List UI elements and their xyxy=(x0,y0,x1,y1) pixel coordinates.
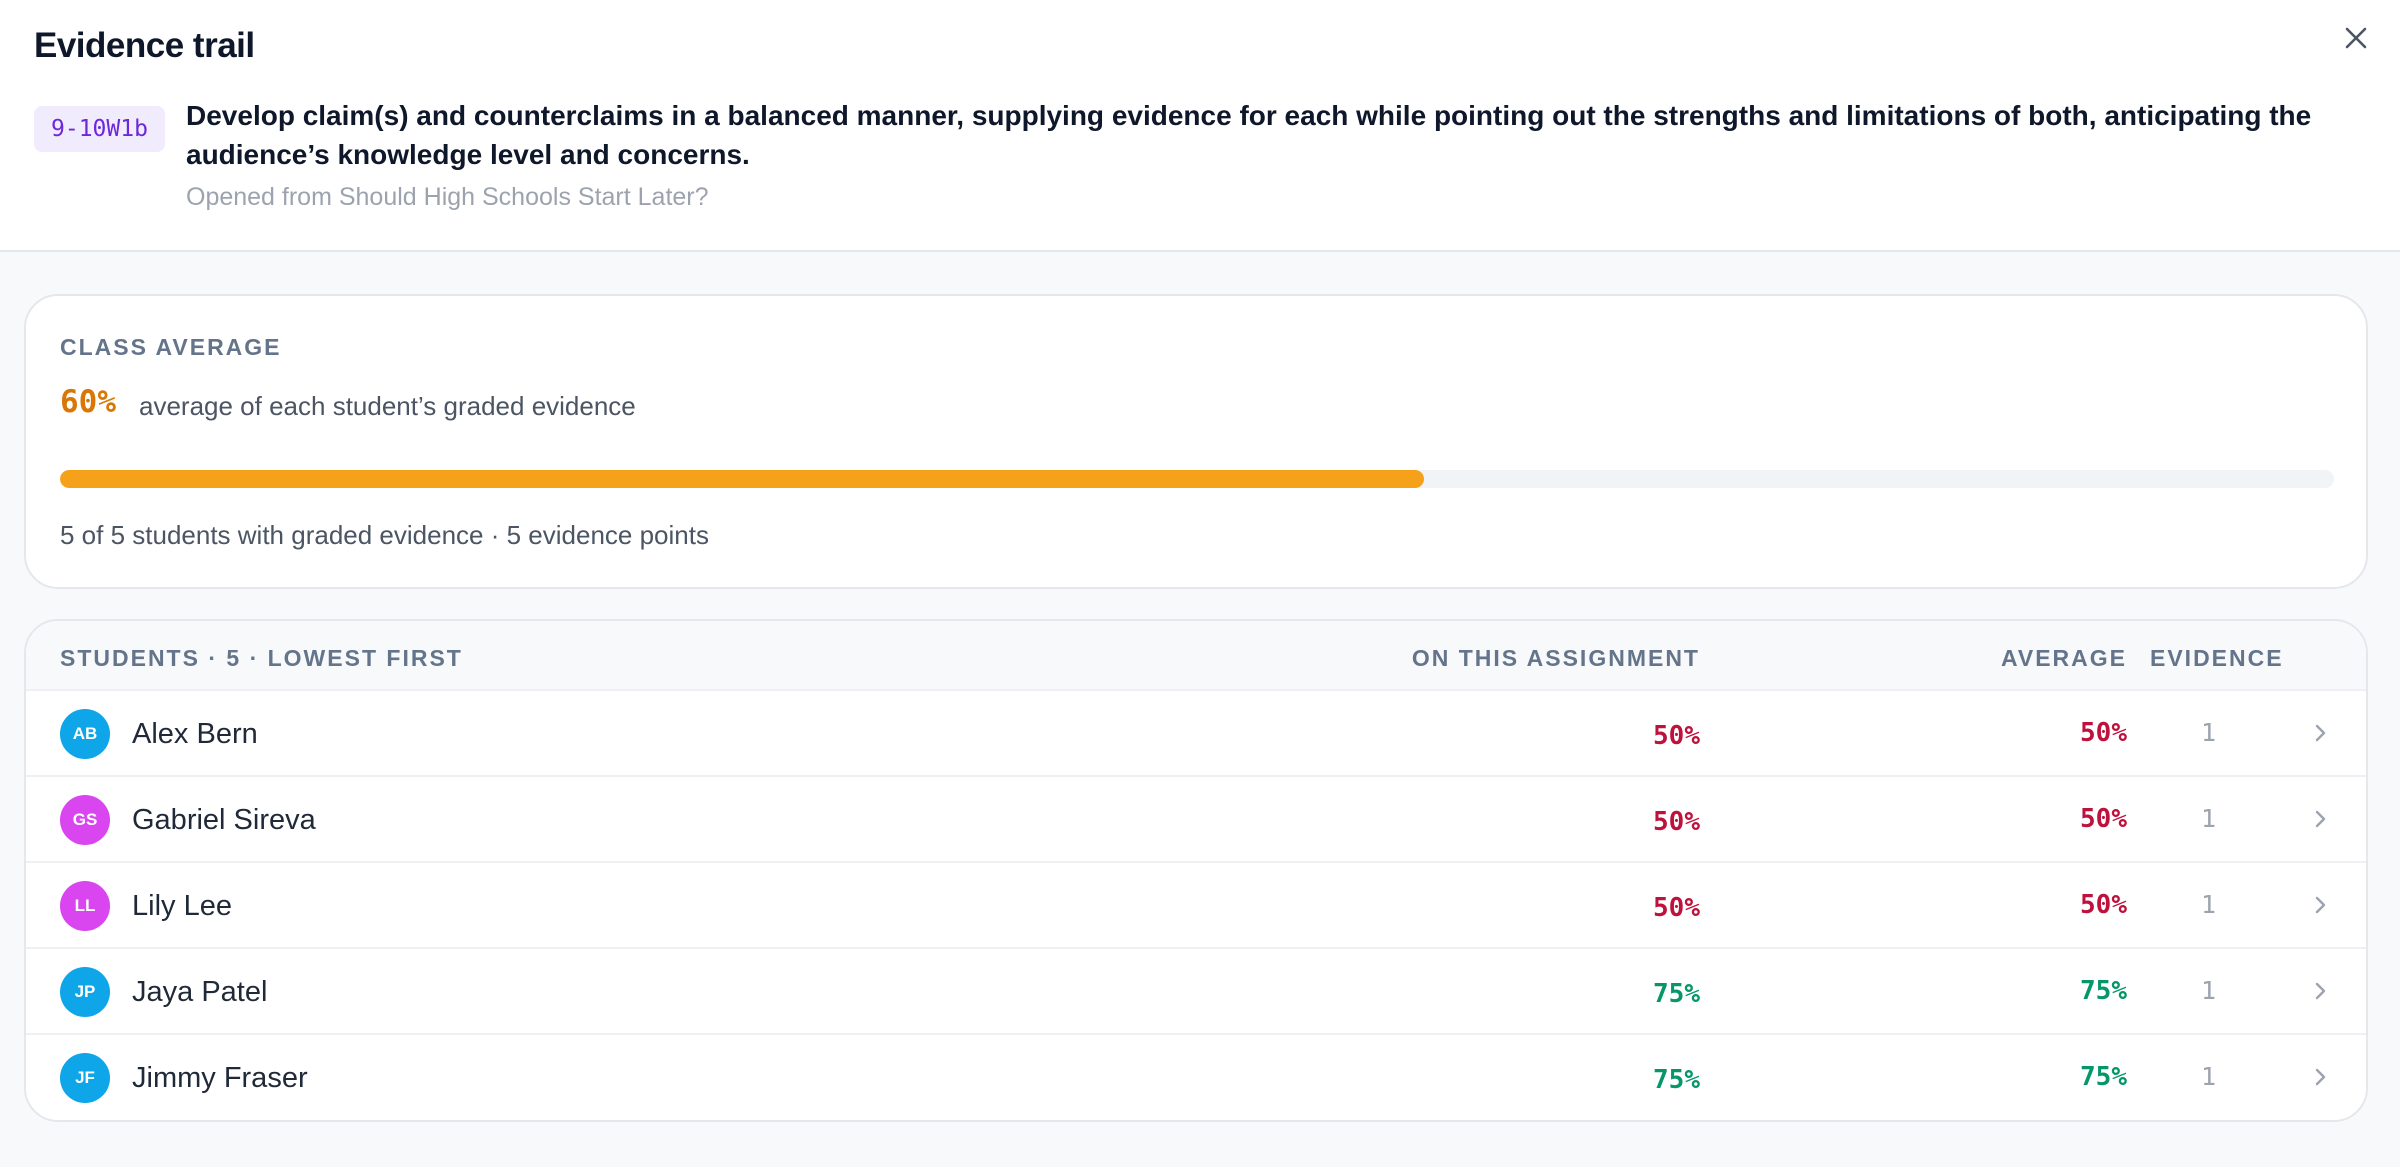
class-average-progress-fill xyxy=(60,470,1425,488)
modal-header: Evidence trail 9-10W1b Develop claim(s) … xyxy=(0,0,2400,252)
class-average-progress-bar xyxy=(60,470,2334,488)
student-row[interactable]: GS Gabriel Sireva 50% 50% 1 xyxy=(26,777,2366,863)
standard-code-badge: 9-10W1b xyxy=(34,106,165,152)
chevron-right-icon[interactable] xyxy=(2308,720,2332,746)
class-average-description: average of each student’s graded evidenc… xyxy=(139,391,636,421)
avatar: LL xyxy=(60,881,110,931)
student-name: Jimmy Fraser xyxy=(132,1062,308,1094)
assignment-score: 50% xyxy=(1653,721,1700,751)
class-average-label: CLASS AVERAGE xyxy=(60,334,282,360)
class-average-summary: 5 of 5 students with graded evidence · 5… xyxy=(60,520,709,550)
page-title: Evidence trail xyxy=(34,26,255,65)
average-score: 75% xyxy=(2080,1062,2127,1092)
student-name: Alex Bern xyxy=(132,718,258,750)
average-score: 75% xyxy=(2080,976,2127,1006)
student-name: Jaya Patel xyxy=(132,976,268,1008)
column-header-average: AVERAGE xyxy=(2000,645,2127,671)
avatar: JF xyxy=(60,1053,110,1103)
assignment-score: 50% xyxy=(1653,893,1700,923)
class-average-card: CLASS AVERAGE 60% average of each studen… xyxy=(24,294,2368,589)
evidence-count: 1 xyxy=(2200,976,2216,1005)
column-header-evidence: EVIDENCE xyxy=(2150,645,2284,671)
student-row[interactable]: LL Lily Lee 50% 50% 1 xyxy=(26,863,2366,949)
standard-description: Develop claim(s) and counterclaims in a … xyxy=(186,100,2312,170)
average-score: 50% xyxy=(2080,804,2127,834)
close-icon[interactable] xyxy=(2336,18,2376,58)
chevron-right-icon[interactable] xyxy=(2308,806,2332,832)
class-average-value: 60% xyxy=(60,384,116,420)
evidence-count: 1 xyxy=(2200,1062,2216,1091)
average-score: 50% xyxy=(2080,718,2127,748)
evidence-count: 1 xyxy=(2200,718,2216,747)
opened-from-text: Opened from Should High Schools Start La… xyxy=(186,183,709,211)
student-row[interactable]: JP Jaya Patel 75% 75% 1 xyxy=(26,949,2366,1035)
assignment-score: 50% xyxy=(1653,807,1700,837)
chevron-right-icon[interactable] xyxy=(2308,978,2332,1004)
student-row[interactable]: JF Jimmy Fraser 75% 75% 1 xyxy=(26,1035,2366,1120)
student-name: Gabriel Sireva xyxy=(132,804,316,836)
avatar: GS xyxy=(60,795,110,845)
chevron-right-icon[interactable] xyxy=(2308,892,2332,918)
students-header-label: STUDENTS · 5 · LOWEST FIRST xyxy=(60,645,463,671)
average-score: 50% xyxy=(2080,890,2127,920)
evidence-count: 1 xyxy=(2200,804,2216,833)
avatar: JP xyxy=(60,967,110,1017)
student-row[interactable]: AB Alex Bern 50% 50% 1 xyxy=(26,691,2366,777)
students-list-header: STUDENTS · 5 · LOWEST FIRST ON THIS ASSI… xyxy=(26,621,2366,691)
column-header-assignment: ON THIS ASSIGNMENT xyxy=(1411,645,1700,671)
chevron-right-icon[interactable] xyxy=(2308,1064,2332,1090)
assignment-score: 75% xyxy=(1653,979,1700,1009)
avatar: AB xyxy=(60,709,110,759)
evidence-count: 1 xyxy=(2200,890,2216,919)
students-list-card: STUDENTS · 5 · LOWEST FIRST ON THIS ASSI… xyxy=(24,619,2368,1122)
student-name: Lily Lee xyxy=(132,890,232,922)
assignment-score: 75% xyxy=(1653,1065,1700,1095)
